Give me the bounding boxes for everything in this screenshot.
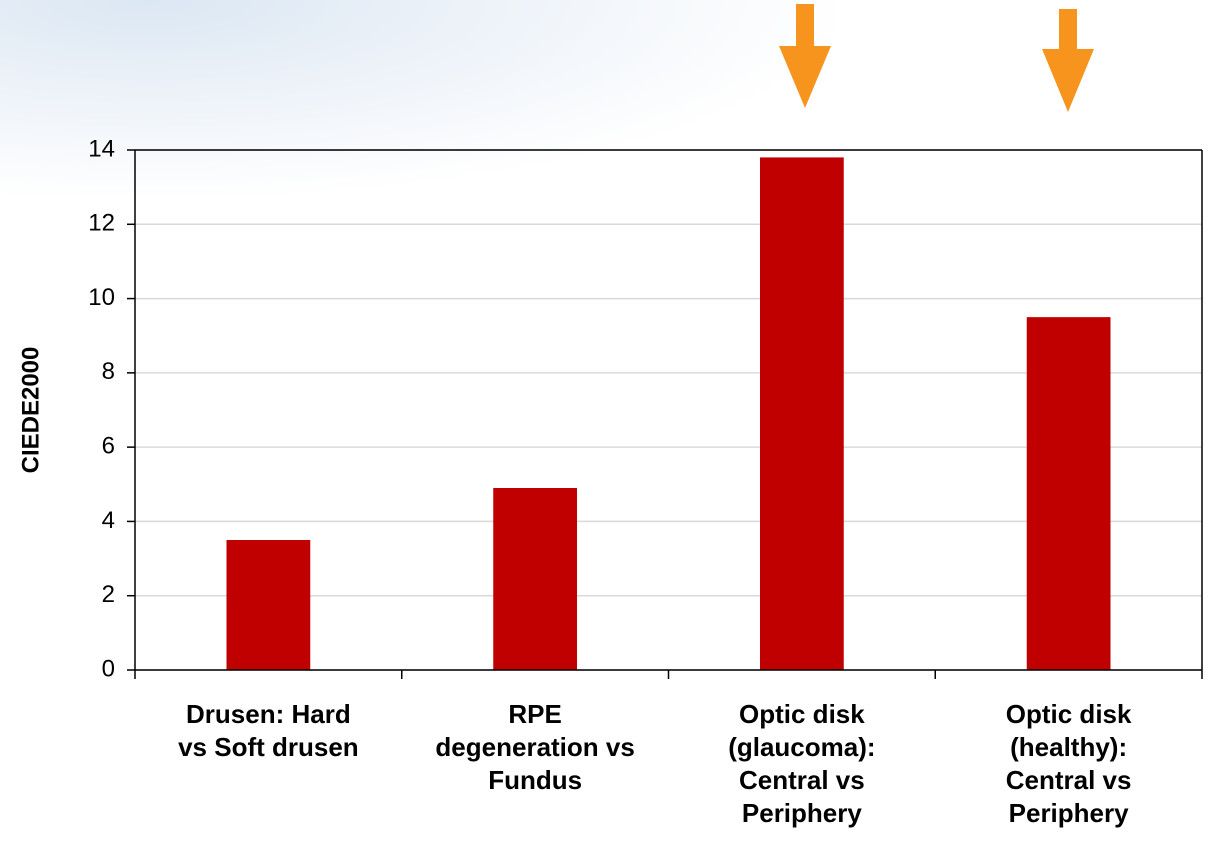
y-tick-label: 4 xyxy=(102,507,115,534)
bar xyxy=(759,157,844,670)
y-tick-label: 10 xyxy=(88,284,115,311)
y-tick-label: 8 xyxy=(102,358,115,385)
y-tick-label: 2 xyxy=(102,581,115,608)
x-tick-label: Optic disk (glaucoma): Central vs Periph… xyxy=(728,699,876,828)
y-tick-label: 12 xyxy=(88,210,115,237)
bar xyxy=(1026,317,1111,670)
y-tick-label: 0 xyxy=(102,655,115,682)
x-tick-label: Optic disk (healthy): Central vs Periphe… xyxy=(1005,699,1132,828)
bar xyxy=(226,540,311,670)
y-tick-label: 6 xyxy=(102,432,115,459)
y-axis-label: CIEDE2000 xyxy=(17,347,44,474)
arrow xyxy=(779,4,831,108)
x-tick-label: Drusen: Hard vs Soft drusen xyxy=(178,699,359,762)
bar xyxy=(493,488,578,670)
x-tick-label: RPE degeneration vs Fundus xyxy=(435,699,635,795)
arrow xyxy=(1042,9,1094,112)
y-tick-label: 14 xyxy=(88,135,115,162)
